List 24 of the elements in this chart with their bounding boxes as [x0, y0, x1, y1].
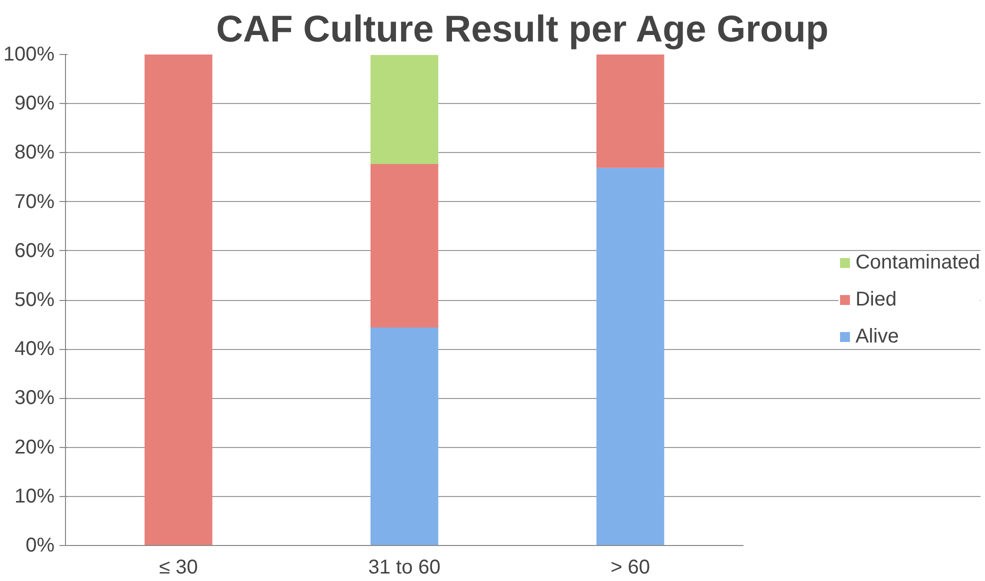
- y-tick-label: 90%: [14, 92, 55, 115]
- y-tick-label: 0%: [26, 534, 55, 556]
- y-tick-label: 60%: [14, 240, 55, 262]
- x-tick-label: 31 to 60: [368, 556, 441, 578]
- x-tick-label: ≤ 30: [159, 556, 198, 578]
- y-tick-label: 70%: [14, 190, 55, 213]
- x-tick-label: > 60: [610, 556, 650, 578]
- bar: [144, 54, 212, 546]
- bar: [370, 327, 438, 546]
- chart-title: CAF Culture Result per Age Group: [216, 8, 829, 50]
- legend-label: Contaminated: [855, 251, 980, 274]
- legend-label: Died: [855, 288, 897, 311]
- bar: [596, 54, 664, 168]
- y-tick-label: 40%: [14, 338, 55, 360]
- y-tick-label: 100%: [3, 44, 55, 66]
- bar: [370, 54, 438, 164]
- legend-label: Alive: [855, 325, 899, 348]
- bar: [370, 164, 438, 328]
- y-tick-label: 10%: [14, 485, 55, 508]
- y-tick-label: 50%: [14, 289, 55, 311]
- y-tick-label: 80%: [14, 142, 55, 164]
- bar: [596, 168, 664, 546]
- y-tick-label: 30%: [14, 387, 55, 410]
- y-tick-label: 20%: [14, 436, 55, 458]
